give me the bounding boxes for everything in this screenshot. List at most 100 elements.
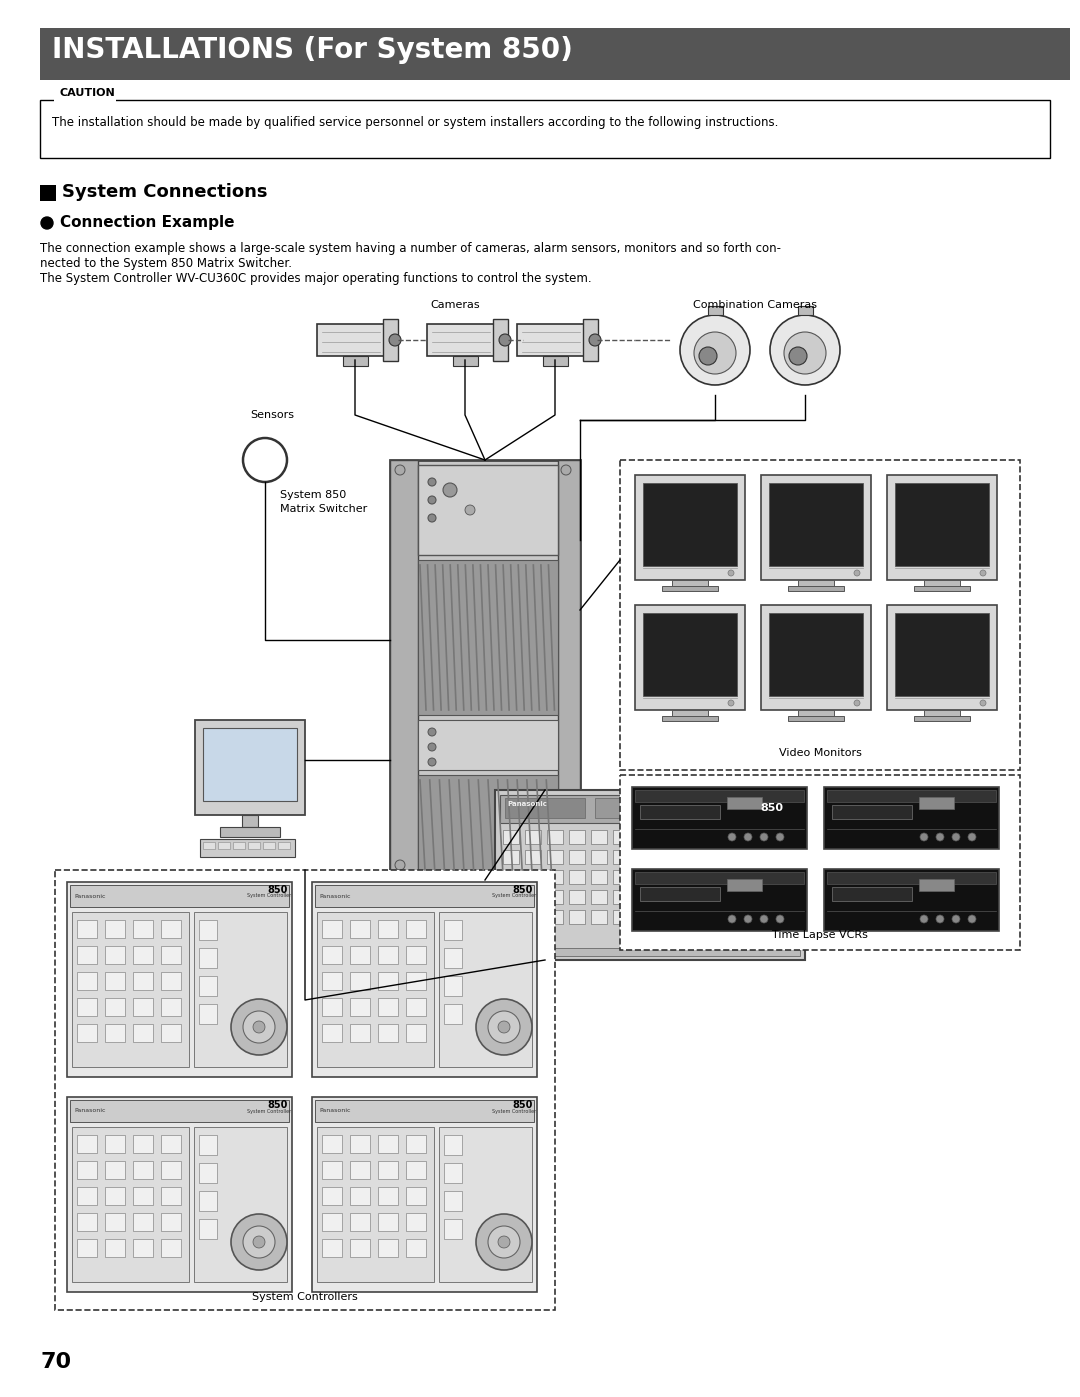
Bar	[199, 949, 217, 968]
Bar	[525, 870, 541, 884]
Bar	[919, 798, 954, 809]
Text: System Controller: System Controller	[247, 1108, 292, 1113]
Bar	[635, 830, 651, 844]
Bar	[500, 949, 800, 956]
Bar	[406, 1213, 426, 1231]
Circle shape	[498, 1021, 510, 1032]
Text: Time Lapse VCRs: Time Lapse VCRs	[772, 930, 868, 940]
Bar	[77, 946, 97, 964]
Bar	[161, 1161, 181, 1179]
Bar	[161, 997, 181, 1016]
Bar	[406, 997, 426, 1016]
Circle shape	[760, 833, 768, 841]
Bar	[67, 882, 292, 1077]
Text: 850: 850	[267, 1099, 287, 1111]
Circle shape	[488, 1227, 519, 1259]
Bar	[350, 1187, 370, 1206]
Circle shape	[699, 346, 717, 365]
Bar	[161, 972, 181, 990]
Bar	[322, 972, 342, 990]
Text: System Controller: System Controller	[492, 894, 537, 898]
Bar	[727, 798, 762, 809]
Bar	[543, 356, 568, 366]
Circle shape	[389, 334, 401, 346]
Bar	[635, 605, 745, 710]
Text: System 850: System 850	[280, 490, 347, 500]
Bar	[679, 870, 696, 884]
Bar	[569, 909, 585, 923]
Bar	[70, 886, 289, 907]
Bar	[378, 921, 399, 937]
Circle shape	[694, 332, 735, 374]
Bar	[322, 1024, 342, 1042]
Bar	[591, 890, 607, 904]
Circle shape	[680, 314, 750, 386]
Bar	[378, 1239, 399, 1257]
Circle shape	[854, 570, 860, 576]
Bar	[769, 613, 863, 696]
Bar	[203, 842, 215, 849]
Bar	[620, 775, 1020, 950]
Bar	[679, 849, 696, 863]
Bar	[233, 842, 245, 849]
Bar	[40, 184, 56, 201]
Bar	[322, 1134, 342, 1153]
Bar	[105, 972, 125, 990]
Bar	[105, 1134, 125, 1153]
Circle shape	[777, 833, 784, 841]
Text: CAUTION: CAUTION	[60, 88, 116, 98]
Bar	[438, 1127, 532, 1282]
Bar	[67, 1097, 292, 1292]
Bar	[503, 849, 519, 863]
Bar	[40, 101, 1050, 158]
Bar	[318, 912, 434, 1067]
Bar	[591, 909, 607, 923]
Bar	[725, 856, 747, 873]
Bar	[788, 717, 843, 721]
Bar	[161, 946, 181, 964]
Bar	[761, 475, 870, 580]
Text: Matrix Switcher: Matrix Switcher	[280, 504, 367, 514]
Bar	[444, 1220, 462, 1239]
Bar	[315, 1099, 534, 1122]
Bar	[406, 1239, 426, 1257]
Bar	[105, 1213, 125, 1231]
Circle shape	[253, 1021, 265, 1032]
Bar	[613, 849, 629, 863]
Bar	[199, 921, 217, 940]
Circle shape	[561, 465, 571, 475]
Bar	[133, 1239, 153, 1257]
Bar	[77, 921, 97, 937]
Bar	[77, 1213, 97, 1231]
Bar	[315, 886, 534, 907]
Bar	[133, 1134, 153, 1153]
Bar	[133, 921, 153, 937]
Bar	[199, 977, 217, 996]
Bar	[924, 580, 960, 585]
Bar	[248, 842, 260, 849]
Text: Panasonic: Panasonic	[319, 894, 351, 898]
Bar	[725, 835, 747, 851]
Bar	[569, 870, 585, 884]
Text: Connection Example: Connection Example	[60, 215, 234, 231]
Bar	[503, 909, 519, 923]
Bar	[635, 870, 651, 884]
Circle shape	[498, 1236, 510, 1248]
Bar	[635, 849, 651, 863]
Bar	[635, 890, 651, 904]
Bar	[444, 949, 462, 968]
Bar	[199, 1192, 217, 1211]
Bar	[824, 869, 999, 930]
Bar	[133, 1213, 153, 1231]
Bar	[133, 997, 153, 1016]
Circle shape	[784, 332, 826, 374]
Bar	[769, 483, 863, 566]
Bar	[591, 849, 607, 863]
Circle shape	[951, 833, 960, 841]
Circle shape	[770, 314, 840, 386]
Bar	[406, 972, 426, 990]
Bar	[672, 580, 708, 585]
Bar	[453, 356, 478, 366]
Bar	[312, 1097, 537, 1292]
Circle shape	[980, 700, 986, 705]
